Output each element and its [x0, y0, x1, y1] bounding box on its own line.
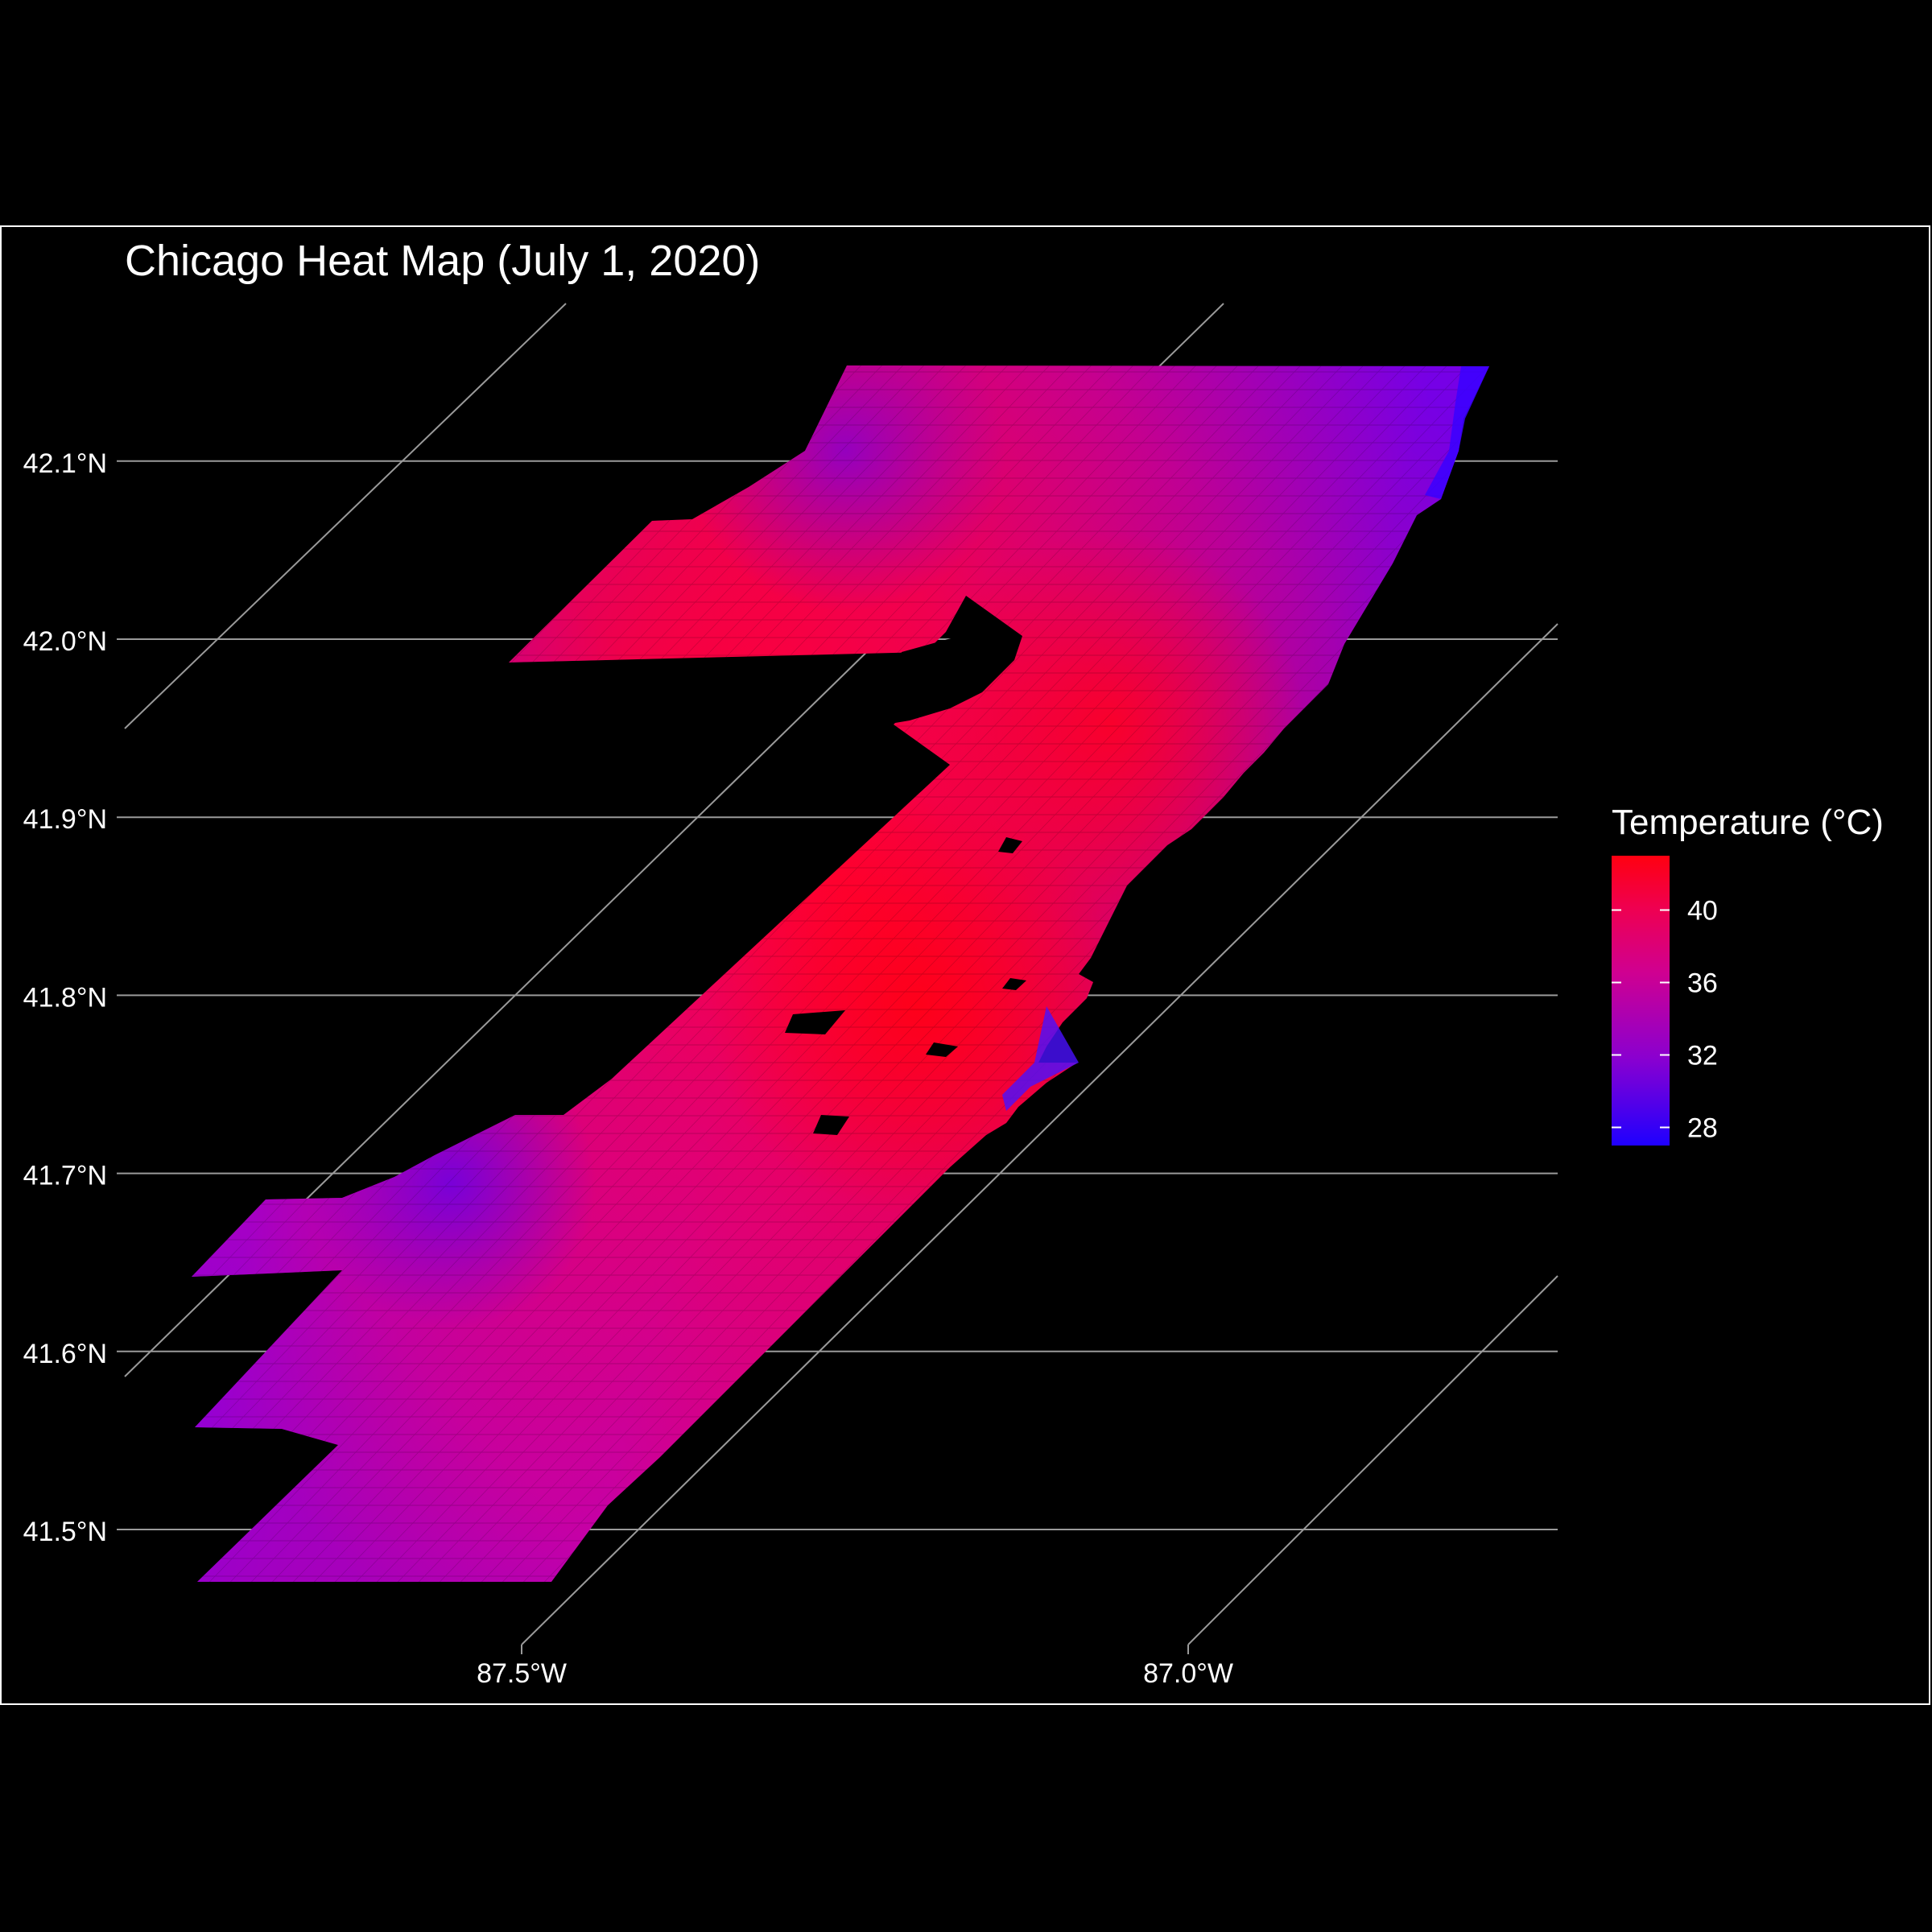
- y-tick-label: 42.0°N: [23, 626, 107, 657]
- map-holes: [785, 632, 1026, 1135]
- lon-gridline: [1187, 1275, 1558, 1645]
- y-axis-labels: 41.5°N 41.6°N 41.7°N 41.8°N 41.9°N 42.0°N 42.1…: [23, 448, 107, 1547]
- legend-tick-label: 40: [1687, 896, 1718, 927]
- y-tick-label: 41.7°N: [23, 1161, 107, 1191]
- plot-panel-border: [0, 225, 1930, 1705]
- x-tick-label: 87.5°W: [477, 1658, 567, 1689]
- legend-tick-label: 36: [1687, 968, 1718, 999]
- y-tick-label: 41.5°N: [23, 1517, 107, 1547]
- x-axis-labels: 87.5°W 87.0°W: [477, 1645, 1233, 1689]
- lon-gridline: [124, 303, 567, 729]
- y-tick-label: 41.8°N: [23, 982, 107, 1013]
- x-tick-label: 87.0°W: [1143, 1658, 1233, 1689]
- y-tick-label: 41.9°N: [23, 804, 107, 835]
- legend-tick-label: 28: [1687, 1113, 1718, 1144]
- y-tick-label: 41.6°N: [23, 1339, 107, 1369]
- legend-colorbar: [1612, 856, 1670, 1146]
- legend-title: Temperature (°C): [1612, 803, 1884, 842]
- lakeshore-cool-strip-south: [1002, 1006, 1079, 1111]
- legend-tick-label: 32: [1687, 1041, 1718, 1071]
- lakeshore-cool-strip: [1425, 366, 1489, 499]
- legend-ticks: 40 36 32 28: [1612, 896, 1718, 1144]
- lon-gridline: [521, 623, 1558, 1645]
- chart-title: Chicago Heat Map (July 1, 2020): [125, 237, 760, 285]
- y-tick-label: 42.1°N: [23, 448, 107, 479]
- temperature-legend: Temperature (°C) 40 36 32 28: [1612, 803, 1884, 1146]
